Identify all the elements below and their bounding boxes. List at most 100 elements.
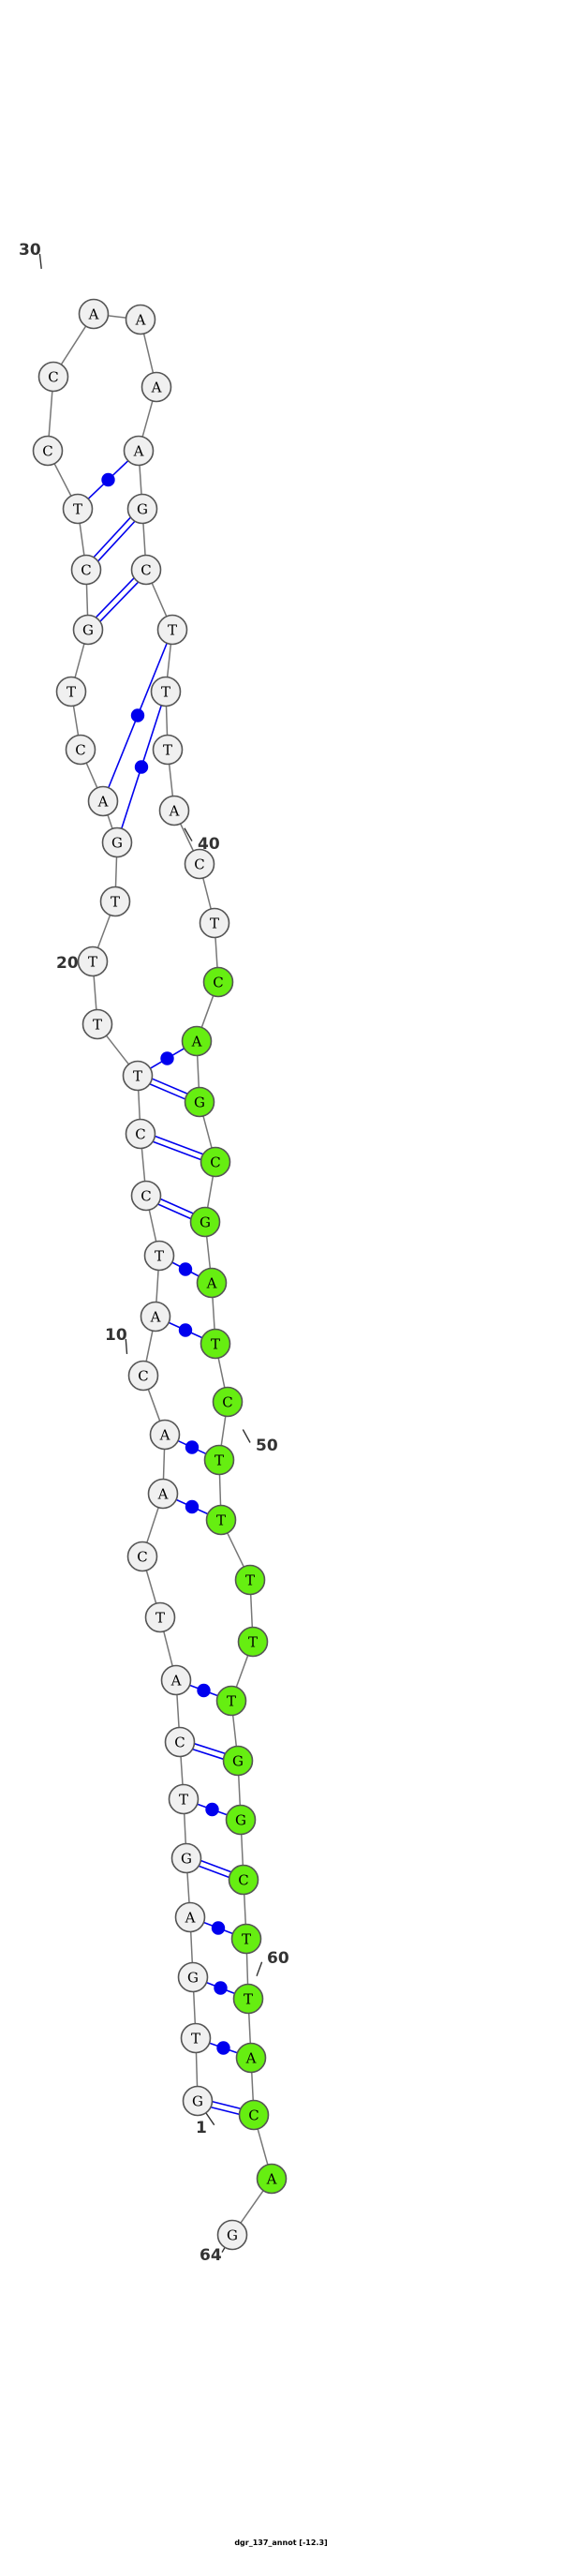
nucleotide-circle[interactable]: [32, 435, 64, 467]
nucleotide-circle[interactable]: [205, 1504, 237, 1536]
nucleotide-circle[interactable]: [182, 2085, 214, 2117]
nucleotide-circle[interactable]: [230, 1923, 262, 1955]
nucleotide-circle[interactable]: [184, 848, 215, 880]
nucleotide-35[interactable]: G: [126, 493, 158, 525]
nucleotide-circle[interactable]: [160, 1664, 192, 1696]
nucleotide-circle[interactable]: [164, 1726, 196, 1758]
nucleotide-4[interactable]: A: [174, 1901, 206, 1933]
nucleotide-27[interactable]: C: [70, 554, 102, 586]
nucleotide-circle[interactable]: [101, 826, 133, 858]
nucleotide-10[interactable]: C: [126, 1541, 158, 1572]
nucleotide-circle[interactable]: [152, 734, 184, 766]
nucleotide-circle[interactable]: [65, 734, 96, 766]
nucleotide-circle[interactable]: [125, 304, 156, 335]
nucleotide-13[interactable]: C: [127, 1360, 159, 1392]
nucleotide-circle[interactable]: [70, 554, 102, 586]
nucleotide-circle[interactable]: [99, 886, 131, 917]
nucleotide-49[interactable]: T: [200, 1328, 231, 1360]
nucleotide-circle[interactable]: [225, 1804, 257, 1836]
nucleotide-circle[interactable]: [147, 1478, 179, 1510]
nucleotide-59[interactable]: T: [230, 1923, 262, 1955]
nucleotide-circle[interactable]: [81, 1008, 113, 1040]
nucleotide-53[interactable]: T: [234, 1564, 266, 1596]
nucleotide-circle[interactable]: [149, 1419, 181, 1451]
nucleotide-circle[interactable]: [122, 1060, 154, 1092]
nucleotide-15[interactable]: T: [143, 1240, 175, 1272]
nucleotide-23[interactable]: A: [87, 785, 119, 817]
nucleotide-45[interactable]: G: [184, 1086, 215, 1118]
nucleotide-47[interactable]: G: [189, 1206, 221, 1238]
nucleotide-9[interactable]: T: [144, 1601, 176, 1633]
nucleotide-12[interactable]: A: [149, 1419, 181, 1451]
nucleotide-54[interactable]: T: [237, 1626, 269, 1658]
nucleotide-31[interactable]: A: [78, 298, 110, 330]
nucleotide-60[interactable]: T: [232, 1983, 264, 2015]
nucleotide-62[interactable]: C: [238, 2099, 270, 2131]
nucleotide-circle[interactable]: [238, 2099, 270, 2131]
nucleotide-3[interactable]: G: [177, 1961, 209, 1993]
nucleotide-33[interactable]: A: [140, 371, 172, 403]
nucleotide-circle[interactable]: [202, 966, 234, 998]
nucleotide-circle[interactable]: [140, 371, 172, 403]
nucleotide-24[interactable]: C: [65, 734, 96, 766]
nucleotide-circle[interactable]: [199, 907, 230, 939]
nucleotide-16[interactable]: C: [130, 1180, 162, 1212]
nucleotide-circle[interactable]: [130, 554, 162, 586]
nucleotide-43[interactable]: C: [202, 966, 234, 998]
nucleotide-28[interactable]: T: [62, 493, 94, 525]
nucleotide-circle[interactable]: [123, 435, 155, 467]
nucleotide-6[interactable]: T: [168, 1783, 200, 1815]
nucleotide-circle[interactable]: [189, 1206, 221, 1238]
nucleotide-circle[interactable]: [78, 298, 110, 330]
nucleotide-circle[interactable]: [216, 2219, 248, 2251]
nucleotide-circle[interactable]: [87, 785, 119, 817]
nucleotide-63[interactable]: A: [256, 2163, 288, 2195]
nucleotide-20[interactable]: T: [77, 946, 109, 977]
nucleotide-circle[interactable]: [256, 2163, 288, 2195]
nucleotide-56[interactable]: G: [222, 1745, 254, 1777]
nucleotide-51[interactable]: T: [203, 1444, 235, 1476]
nucleotide-circle[interactable]: [156, 614, 188, 646]
nucleotide-circle[interactable]: [215, 1685, 247, 1717]
nucleotide-36[interactable]: C: [130, 554, 162, 586]
nucleotide-circle[interactable]: [170, 1842, 202, 1874]
nucleotide-circle[interactable]: [234, 1564, 266, 1596]
nucleotide-29[interactable]: C: [32, 435, 64, 467]
nucleotide-circle[interactable]: [130, 1180, 162, 1212]
nucleotide-30[interactable]: C: [37, 361, 69, 393]
nucleotide-circle[interactable]: [184, 1086, 215, 1118]
nucleotide-58[interactable]: C: [228, 1864, 259, 1896]
nucleotide-circle[interactable]: [140, 1301, 171, 1333]
nucleotide-circle[interactable]: [232, 1983, 264, 2015]
nucleotide-22[interactable]: G: [101, 826, 133, 858]
nucleotide-7[interactable]: C: [164, 1726, 196, 1758]
nucleotide-55[interactable]: T: [215, 1685, 247, 1717]
nucleotide-circle[interactable]: [37, 361, 69, 393]
nucleotide-19[interactable]: T: [81, 1008, 113, 1040]
nucleotide-circle[interactable]: [127, 1360, 159, 1392]
nucleotide-circle[interactable]: [181, 1025, 213, 1057]
nucleotide-18[interactable]: T: [122, 1060, 154, 1092]
nucleotide-26[interactable]: G: [72, 614, 104, 646]
nucleotide-52[interactable]: T: [205, 1504, 237, 1536]
nucleotide-32[interactable]: A: [125, 304, 156, 335]
nucleotide-46[interactable]: C: [200, 1146, 231, 1178]
nucleotide-17[interactable]: C: [125, 1118, 156, 1150]
nucleotide-11[interactable]: A: [147, 1478, 179, 1510]
nucleotide-circle[interactable]: [228, 1864, 259, 1896]
nucleotide-circle[interactable]: [72, 614, 104, 646]
nucleotide-37[interactable]: T: [156, 614, 188, 646]
nucleotide-38[interactable]: T: [150, 676, 182, 707]
nucleotide-39[interactable]: T: [152, 734, 184, 766]
nucleotide-circle[interactable]: [212, 1386, 244, 1418]
nucleotide-circle[interactable]: [174, 1901, 206, 1933]
nucleotide-44[interactable]: A: [181, 1025, 213, 1057]
nucleotide-circle[interactable]: [62, 493, 94, 525]
nucleotide-circle[interactable]: [196, 1267, 228, 1299]
nucleotide-1[interactable]: G: [182, 2085, 214, 2117]
nucleotide-circle[interactable]: [77, 946, 109, 977]
nucleotide-circle[interactable]: [203, 1444, 235, 1476]
nucleotide-48[interactable]: A: [196, 1267, 228, 1299]
nucleotide-circle[interactable]: [168, 1783, 200, 1815]
nucleotide-circle[interactable]: [200, 1328, 231, 1360]
